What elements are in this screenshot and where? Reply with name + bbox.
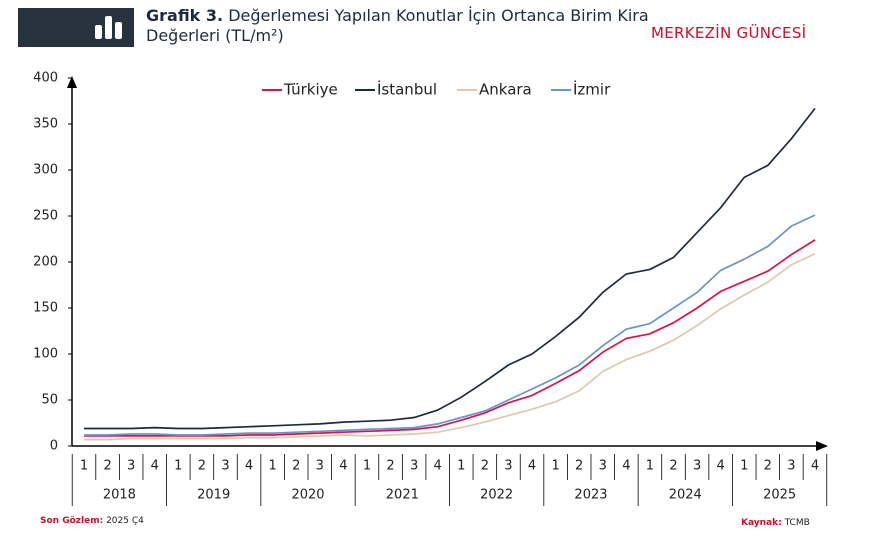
- x-tick-label: 4: [811, 459, 819, 474]
- source-label: Kaynak:: [741, 518, 782, 528]
- year-label: 2021: [386, 488, 419, 503]
- x-tick-label: 1: [457, 459, 465, 474]
- x-tick-label: 3: [693, 459, 701, 474]
- legend-label: Ankara: [479, 81, 532, 99]
- title-text: Değerlemesi Yapılan Konutlar İçin Ortanc…: [146, 6, 649, 45]
- x-tick-label: 2: [481, 459, 489, 474]
- header-box: [18, 8, 134, 47]
- year-label: 2019: [197, 488, 230, 503]
- x-tick-label: 1: [363, 459, 371, 474]
- year-label: 2020: [291, 488, 324, 503]
- x-tick-label: 2: [764, 459, 772, 474]
- x-tick-label: 4: [717, 459, 725, 474]
- x-tick-label: 2: [292, 459, 300, 474]
- x-tick-label: 2: [103, 459, 111, 474]
- x-tick-label: 4: [528, 459, 536, 474]
- year-label: 2023: [574, 488, 607, 503]
- x-tick-label: 1: [80, 459, 88, 474]
- title-label: Grafik 3.: [146, 6, 224, 25]
- x-tick-label: 4: [339, 459, 347, 474]
- year-label: 2025: [763, 488, 796, 503]
- x-tick-label: 4: [245, 459, 253, 474]
- x-tick-label: 4: [434, 459, 442, 474]
- x-tick-label: 2: [386, 459, 394, 474]
- y-tick-label: 400: [33, 71, 58, 86]
- x-arrow: [816, 441, 828, 451]
- x-tick-label: 3: [316, 459, 324, 474]
- x-tick-label: 1: [646, 459, 654, 474]
- x-tick-label: 3: [127, 459, 135, 474]
- year-label: 2022: [480, 488, 513, 503]
- x-tick-label: 3: [599, 459, 607, 474]
- note-label: Son Gözlem:: [40, 516, 104, 526]
- note: Son Gözlem: 2025 Ç4: [40, 516, 144, 526]
- x-tick-label: 3: [410, 459, 418, 474]
- legend-label: İstanbul: [377, 80, 437, 99]
- y-tick-label: 150: [33, 301, 58, 316]
- year-label: 2024: [669, 488, 702, 503]
- y-tick-label: 300: [33, 163, 58, 178]
- source-text: TCMB: [784, 518, 810, 528]
- y-tick-label: 350: [33, 117, 58, 132]
- series-line: [84, 214, 816, 436]
- brand: MERKEZİN GÜNCESİ: [651, 24, 807, 42]
- series-line: [84, 252, 816, 441]
- x-tick-label: 1: [268, 459, 276, 474]
- x-tick-label: 3: [787, 459, 795, 474]
- x-tick-label: 1: [551, 459, 559, 474]
- header-icon: [95, 16, 122, 39]
- x-tick-label: 1: [174, 459, 182, 474]
- x-tick-label: 4: [622, 459, 630, 474]
- x-tick-label: 1: [740, 459, 748, 474]
- y-tick-label: 250: [33, 209, 58, 224]
- series-line: [84, 107, 816, 430]
- y-tick-label: 50: [41, 393, 58, 408]
- series-line: [84, 239, 816, 437]
- title: Grafik 3. Değerlemesi Yapılan Konutlar İ…: [146, 6, 666, 46]
- x-tick-label: 3: [221, 459, 229, 474]
- x-tick-label: 4: [151, 459, 159, 474]
- y-tick-label: 100: [33, 347, 58, 362]
- legend-label: İzmir: [573, 80, 611, 99]
- legend-label: Türkiye: [283, 81, 338, 99]
- x-tick-label: 2: [669, 459, 677, 474]
- note-text: 2025 Ç4: [106, 516, 144, 526]
- source: Kaynak: TCMB: [741, 518, 810, 528]
- y-tick-label: 0: [50, 439, 58, 454]
- x-tick-label: 3: [504, 459, 512, 474]
- y-arrow: [67, 76, 77, 88]
- x-tick-label: 2: [198, 459, 206, 474]
- y-tick-label: 200: [33, 255, 58, 270]
- x-tick-label: 2: [575, 459, 583, 474]
- year-label: 2018: [103, 488, 136, 503]
